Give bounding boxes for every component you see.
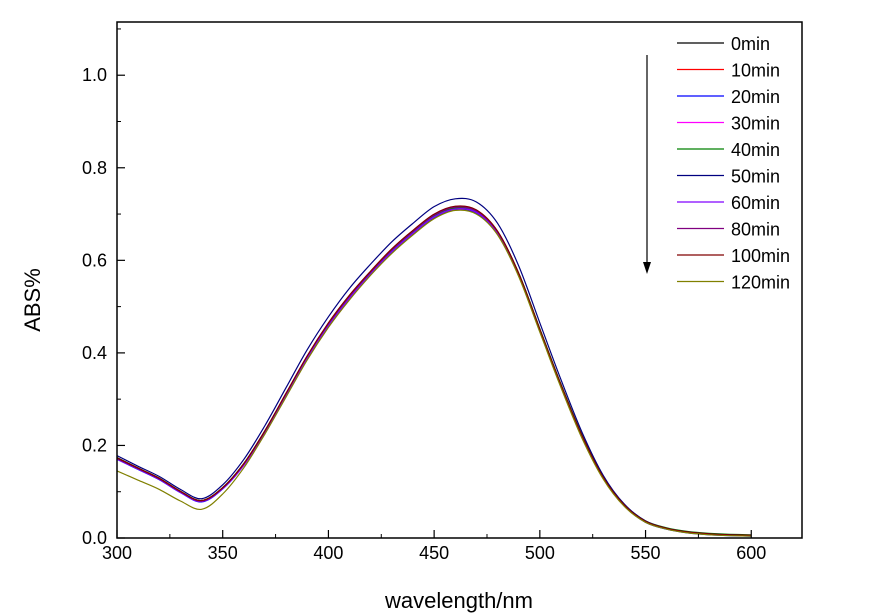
legend-label: 10min xyxy=(731,61,780,81)
series-line-20min xyxy=(116,208,752,537)
x-tick-label: 350 xyxy=(208,543,238,563)
y-axis: 0.0 0.2 0.4 0.6 0.8 1.0 xyxy=(82,28,125,548)
series-curves xyxy=(116,197,752,537)
legend-item: 100min xyxy=(677,246,790,266)
legend-item: 40min xyxy=(677,140,780,160)
legend-label: 40min xyxy=(731,140,780,160)
series-line-80min xyxy=(116,206,752,537)
series-line-100min xyxy=(116,205,752,536)
legend-item: 80min xyxy=(677,220,780,240)
legend: 0min 10min 20min 30min 40min 50min 60min 80min 1… xyxy=(677,34,790,293)
legend-label: 60min xyxy=(731,193,780,213)
legend-item: 60min xyxy=(677,193,780,213)
series-line-120min xyxy=(116,209,752,537)
y-tick-label: 1.0 xyxy=(82,65,107,85)
legend-item: 10min xyxy=(677,61,780,81)
y-tick-label: 0.2 xyxy=(82,435,107,455)
series-line-10min xyxy=(116,207,752,537)
legend-item: 50min xyxy=(677,167,780,187)
series-line-30min xyxy=(116,208,752,537)
x-tick-label: 500 xyxy=(525,543,555,563)
x-tick-label: 450 xyxy=(419,543,449,563)
series-line-0min xyxy=(116,206,752,536)
legend-label: 50min xyxy=(731,167,780,187)
series-line-60min xyxy=(116,208,752,537)
series-line-50min xyxy=(116,197,752,536)
legend-label: 120min xyxy=(731,273,790,293)
legend-label: 20min xyxy=(731,87,780,107)
x-axis: 300 350 400 450 500 550 600 xyxy=(102,530,766,563)
y-tick-label: 0.8 xyxy=(82,158,107,178)
x-axis-label: wavelength/nm xyxy=(384,588,533,613)
legend-label: 100min xyxy=(731,246,790,266)
legend-item: 20min xyxy=(677,87,780,107)
legend-item: 120min xyxy=(677,273,790,293)
legend-label: 0min xyxy=(731,34,770,54)
x-tick-label: 300 xyxy=(102,543,132,563)
x-tick-label: 550 xyxy=(631,543,661,563)
x-tick-label: 600 xyxy=(736,543,766,563)
y-tick-label: 0.6 xyxy=(82,250,107,270)
y-tick-label: 0.4 xyxy=(82,343,107,363)
legend-item: 0min xyxy=(677,34,770,54)
plot-frame xyxy=(116,21,803,539)
y-axis-label: ABS% xyxy=(20,268,45,332)
legend-item: 30min xyxy=(677,114,780,134)
trend-arrow xyxy=(643,55,651,274)
y-tick-label: 0.0 xyxy=(82,528,107,548)
legend-label: 80min xyxy=(731,220,780,240)
legend-label: 30min xyxy=(731,114,780,134)
series-line-40min xyxy=(116,207,752,536)
x-tick-label: 400 xyxy=(313,543,343,563)
